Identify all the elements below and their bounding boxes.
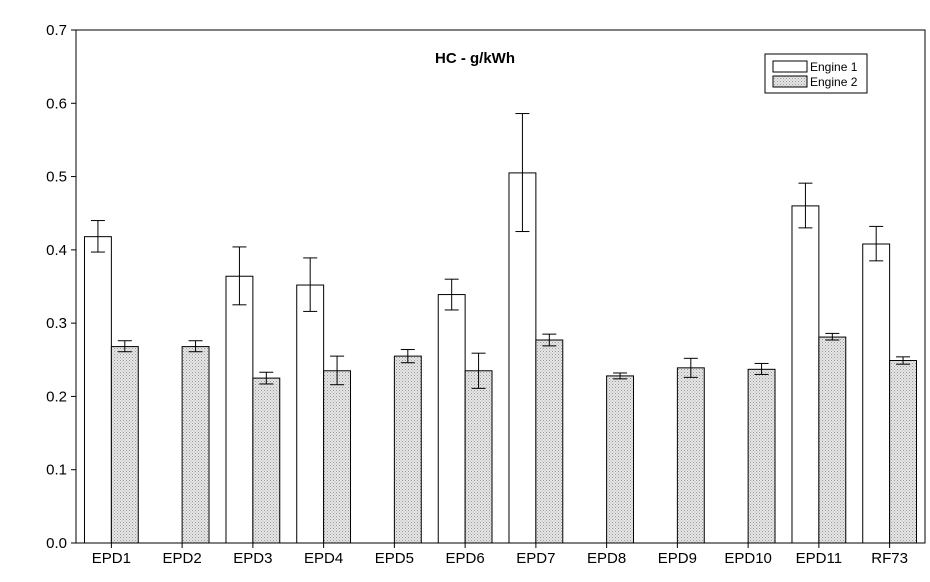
bar-engine-2-epd9 bbox=[676, 367, 705, 544]
x-tick-label: EPD8 bbox=[587, 550, 626, 567]
bar-engine-2-epd10 bbox=[747, 368, 776, 544]
y-tick-label: 0.5 bbox=[46, 169, 67, 186]
y-axis: 0.0 0.1 0.2 0.3 0.4 0.5 0.6 0.7 bbox=[46, 22, 76, 552]
y-tick-label: 0.2 bbox=[46, 388, 67, 405]
x-tick-label: EPD11 bbox=[796, 550, 842, 567]
x-tick-label: EPD5 bbox=[375, 550, 414, 567]
legend-swatch-engine-2 bbox=[772, 75, 808, 88]
error-bar-engine-1-epd7 bbox=[515, 113, 530, 233]
error-bar-engine-2-epd10 bbox=[754, 362, 769, 375]
bar-engine-2-epd4 bbox=[323, 370, 352, 544]
error-bar-engine-2-epd9 bbox=[683, 357, 698, 378]
bar-engine-1-epd4 bbox=[296, 284, 325, 544]
y-tick-label: 0.6 bbox=[46, 95, 67, 112]
error-bar-engine-1-epd6 bbox=[444, 278, 459, 311]
x-tick-label: EPD4 bbox=[304, 550, 343, 567]
bar-engine-1-epd3 bbox=[225, 275, 254, 544]
error-bar-engine-2-epd5 bbox=[400, 349, 415, 364]
error-bar-engine-2-epd1 bbox=[117, 340, 132, 353]
bar-engine-1-epd11 bbox=[791, 205, 820, 544]
chart-title: HC - g/kWh bbox=[435, 50, 515, 67]
error-bar-engine-1-epd11 bbox=[798, 182, 813, 229]
error-bars bbox=[90, 113, 911, 389]
plot-frame bbox=[75, 29, 926, 544]
bar-engine-1-epd6 bbox=[437, 294, 466, 544]
error-bar-engine-2-epd3 bbox=[259, 371, 274, 385]
error-bar-engine-1-epd1 bbox=[90, 220, 105, 253]
x-tick-label: EPD9 bbox=[658, 550, 697, 567]
bar-engine-2-epd2 bbox=[181, 346, 210, 544]
error-bar-engine-2-epd7 bbox=[542, 333, 557, 347]
y-tick-label: 0.3 bbox=[46, 315, 67, 332]
bars bbox=[83, 172, 918, 544]
y-tick-label: 0.1 bbox=[46, 462, 67, 479]
bar-engine-2-epd7 bbox=[535, 339, 564, 544]
legend-label-engine-1: Engine 1 bbox=[810, 60, 858, 74]
error-bar-engine-1-epd3 bbox=[232, 246, 247, 306]
error-bar-engine-2-epd4 bbox=[330, 355, 345, 386]
bar-engine-1-epd1 bbox=[83, 236, 112, 544]
y-tick-label: 0.4 bbox=[46, 242, 67, 259]
error-bar-engine-1-rf73 bbox=[869, 225, 884, 262]
error-bar-engine-2-epd6 bbox=[471, 352, 486, 389]
x-tick-label: RF73 bbox=[871, 550, 908, 567]
error-bar-engine-1-epd4 bbox=[303, 257, 318, 312]
x-tick-label: EPD3 bbox=[233, 550, 272, 567]
legend-label-engine-2: Engine 2 bbox=[810, 75, 858, 89]
error-bar-engine-2-epd8 bbox=[613, 372, 628, 380]
error-bar-engine-2-epd11 bbox=[825, 332, 840, 341]
x-tick-label: EPD2 bbox=[163, 550, 202, 567]
bar-engine-1-rf73 bbox=[862, 243, 891, 544]
bar-engine-2-rf73 bbox=[889, 360, 918, 544]
x-tick-label: EPD1 bbox=[92, 550, 131, 567]
error-bar-engine-2-rf73 bbox=[896, 356, 911, 365]
bar-engine-2-epd1 bbox=[110, 346, 139, 544]
bar-engine-2-epd5 bbox=[393, 355, 422, 544]
x-tick-label: EPD6 bbox=[446, 550, 485, 567]
error-bar-engine-2-epd2 bbox=[188, 340, 203, 353]
y-tick-label: 0.7 bbox=[46, 22, 67, 39]
x-tick-label: EPD7 bbox=[516, 550, 555, 567]
x-axis: EPD1 EPD2 EPD3 EPD4 EPD5 EPD6 EPD7 EPD8 EPD9 EPD1… bbox=[92, 543, 908, 567]
bar-engine-2-epd6 bbox=[464, 370, 493, 544]
y-tick-label: 0.0 bbox=[46, 535, 67, 552]
x-tick-label: EPD10 bbox=[724, 550, 772, 567]
legend: Engine 1 Engine 2 bbox=[764, 53, 868, 94]
bar-engine-2-epd3 bbox=[252, 377, 281, 544]
legend-swatch-engine-1 bbox=[772, 60, 808, 73]
bar-engine-2-epd8 bbox=[606, 375, 635, 544]
bar-engine-2-epd11 bbox=[818, 336, 847, 544]
